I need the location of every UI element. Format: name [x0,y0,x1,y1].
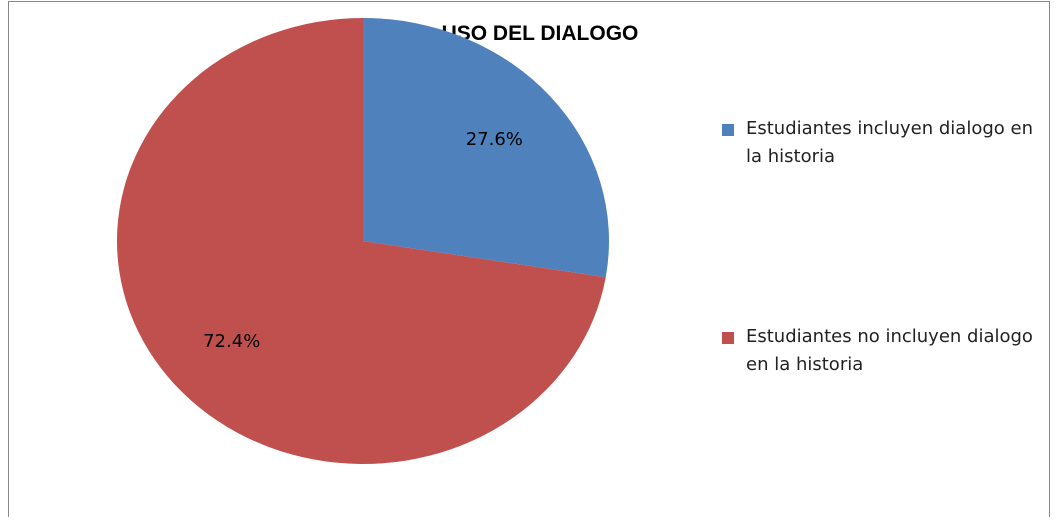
legend-label: Estudiantes incluyen dialogo en la histo… [746,118,1033,167]
chart-border [8,1,1050,517]
data-label: 27.6% [466,129,523,150]
legend-swatch [722,124,734,136]
legend-label: Estudiantes no incluyen dialogo en la hi… [746,326,1033,375]
legend-entry: Estudiantes no incluyen dialogo en la hi… [720,323,1046,379]
legend-swatch [722,332,734,344]
data-label: 72.4% [203,331,260,352]
chart-title: USO DEL DIALOGO [442,22,639,45]
pie-slice [116,18,606,465]
legend: Estudiantes incluyen dialogo en la histo… [720,115,1040,531]
chart-svg: USO DEL DIALOGO 27.6% 72.4% [8,1,1050,517]
chart: USO DEL DIALOGO 27.6% 72.4% Estudiantes i… [8,1,1050,517]
legend-entry: Estudiantes incluyen dialogo en la histo… [720,115,1046,171]
pie-slice [363,18,610,278]
